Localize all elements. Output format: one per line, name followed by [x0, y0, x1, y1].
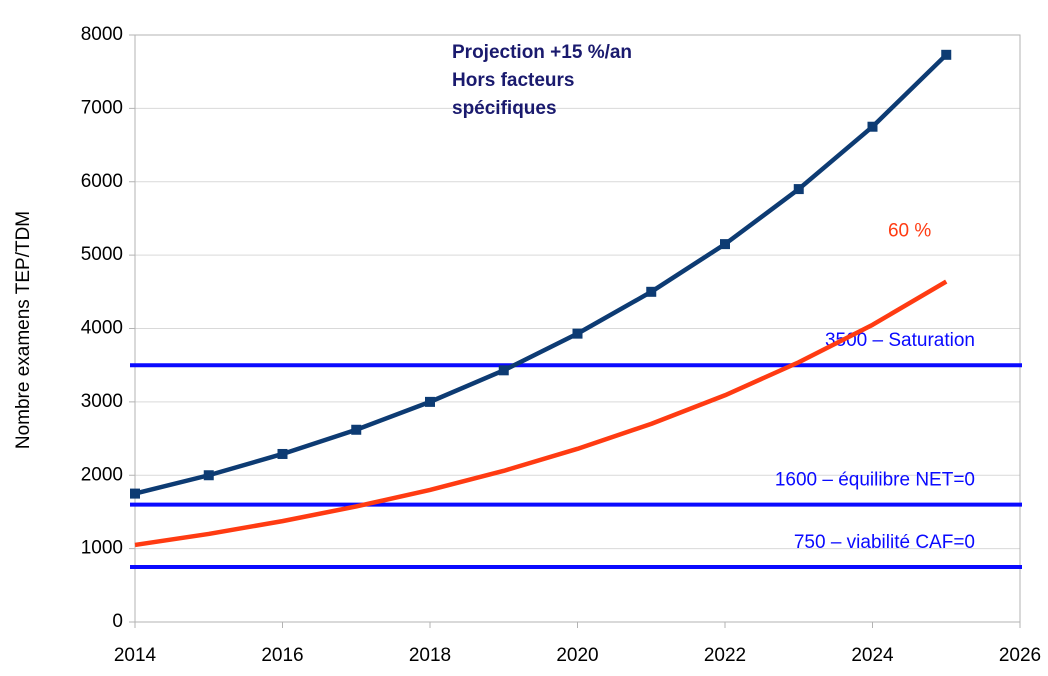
y-tick-label: 7000 [81, 97, 123, 118]
y-tick-label: 6000 [81, 171, 123, 192]
marker [351, 424, 362, 435]
annotation: Projection +15 %/an [452, 42, 632, 63]
marker [130, 488, 140, 499]
y-tick-label: 2000 [81, 464, 123, 485]
x-tick-label: 2022 [704, 645, 746, 666]
x-tick-label: 2024 [851, 645, 894, 666]
series-label: 60 % [888, 221, 931, 242]
marker [203, 470, 214, 481]
y-tick-label: 5000 [81, 244, 123, 265]
marker [646, 286, 657, 297]
y-axis-label: Nombre examens TEP/TDM [13, 211, 34, 449]
y-tick-label: 0 [112, 611, 123, 632]
series-line [134, 279, 948, 548]
marker [572, 328, 583, 339]
marker [498, 365, 509, 376]
marker [720, 239, 730, 250]
marker [941, 49, 952, 60]
marker [425, 396, 435, 407]
x-tick-label: 2016 [261, 645, 303, 666]
threshold-label: 1600 – équilibre NET=0 [775, 470, 975, 491]
x-tick-label: 2014 [114, 645, 157, 666]
x-tick-label: 2026 [999, 645, 1041, 666]
y-tick-label: 8000 [81, 24, 123, 45]
marker [867, 121, 878, 132]
y-tick-label: 4000 [81, 318, 123, 339]
series-line [134, 53, 948, 496]
threshold-label: 3500 – Saturation [825, 330, 975, 351]
annotation: spécifiques [452, 98, 557, 119]
y-tick-label: 1000 [81, 538, 123, 559]
x-tick-label: 2020 [556, 645, 598, 666]
marker [793, 184, 804, 195]
annotation: Hors facteurs [452, 70, 575, 91]
y-tick-label: 3000 [81, 391, 123, 412]
x-tick-label: 2018 [409, 645, 451, 666]
threshold-label: 750 – viabilité CAF=0 [794, 532, 975, 553]
marker [277, 448, 288, 459]
